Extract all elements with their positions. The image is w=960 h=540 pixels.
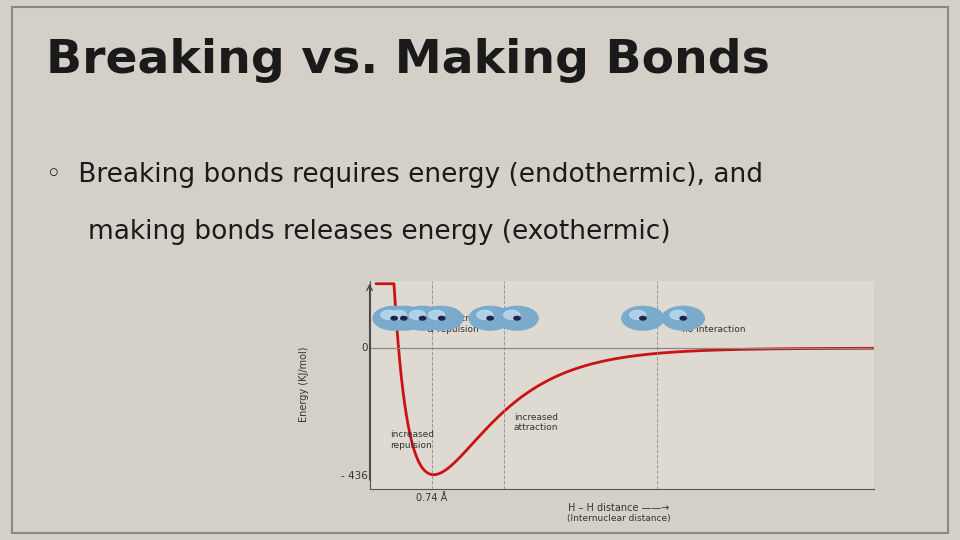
Text: increased
attraction: increased attraction bbox=[514, 413, 559, 432]
Text: Breaking vs. Making Bonds: Breaking vs. Making Bonds bbox=[46, 38, 770, 83]
Text: ◦  Breaking bonds requires energy (endothermic), and: ◦ Breaking bonds requires energy (endoth… bbox=[46, 162, 763, 188]
Text: increased
repulsion: increased repulsion bbox=[390, 430, 434, 449]
Text: balanced attraction
& repulsion: balanced attraction & repulsion bbox=[408, 314, 497, 334]
Text: no interaction: no interaction bbox=[683, 325, 746, 334]
Text: H – H distance ——→: H – H distance ——→ bbox=[567, 503, 669, 514]
Text: 0: 0 bbox=[362, 343, 369, 353]
Text: (Internuclear distance): (Internuclear distance) bbox=[566, 514, 670, 523]
Text: 0.74 Å: 0.74 Å bbox=[417, 493, 447, 503]
Text: making bonds releases energy (exothermic): making bonds releases energy (exothermic… bbox=[88, 219, 671, 245]
Text: - 436: - 436 bbox=[342, 471, 369, 481]
Text: Energy (KJ/mol): Energy (KJ/mol) bbox=[300, 347, 309, 422]
